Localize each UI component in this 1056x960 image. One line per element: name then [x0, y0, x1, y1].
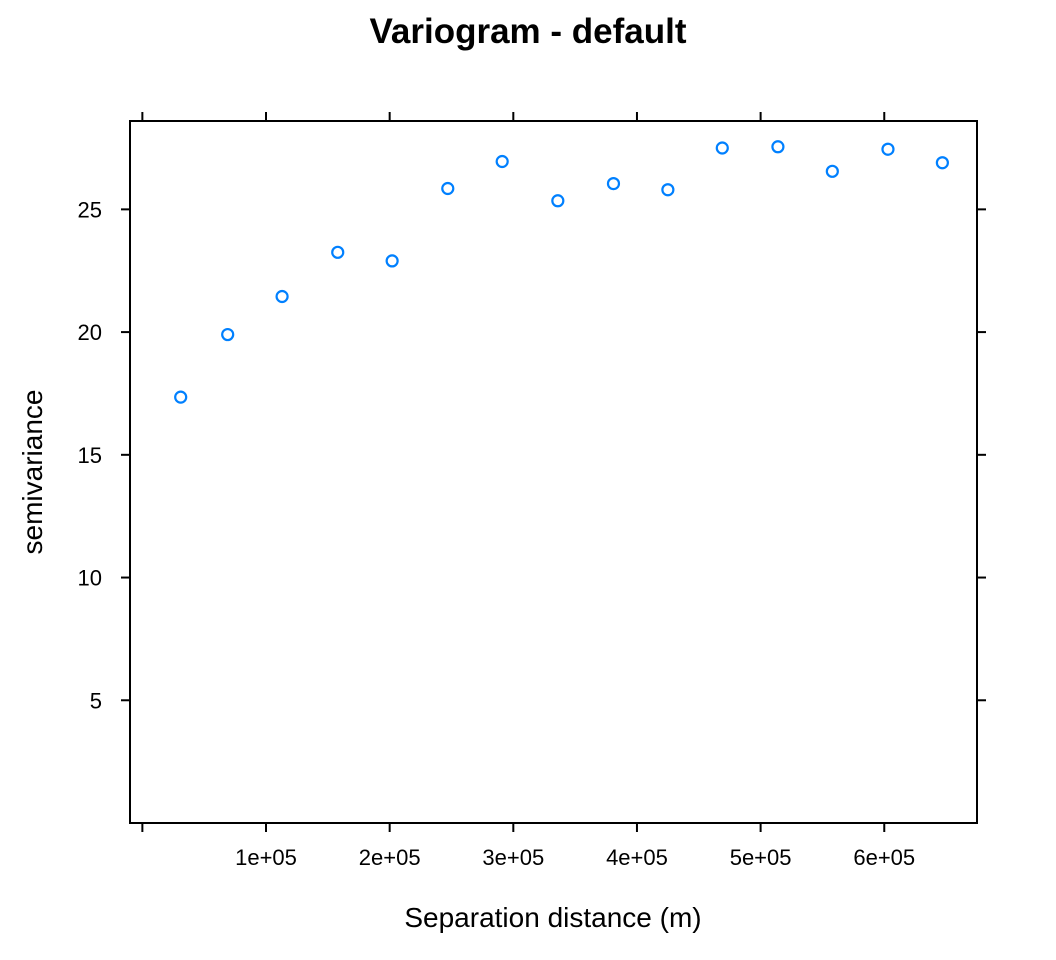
data-point [551, 194, 565, 208]
data-point [606, 176, 621, 191]
y-tick-label: 25 [78, 197, 102, 222]
data-point [441, 181, 455, 196]
y-axis-ticks: 5 10 15 20 25 [78, 197, 986, 713]
data-point [221, 327, 235, 342]
y-tick-label: 10 [78, 566, 102, 591]
data-point [275, 289, 289, 304]
data-point [715, 141, 729, 155]
data-point [661, 183, 675, 197]
x-tick-label: 3e+05 [482, 845, 544, 870]
chart-title: Variogram - default [369, 12, 686, 51]
data-point [331, 245, 345, 259]
x-tick-label: 2e+05 [359, 845, 421, 870]
data-points [174, 140, 949, 404]
plot-frame [129, 120, 978, 824]
data-point [825, 164, 839, 178]
x-axis-label: Separation distance (m) [404, 902, 701, 933]
y-tick-label: 5 [90, 688, 102, 713]
data-point [385, 254, 399, 268]
x-tick-label: 5e+05 [730, 845, 792, 870]
data-point [174, 390, 188, 404]
y-tick-label: 20 [78, 320, 102, 345]
x-tick-label: 1e+05 [235, 845, 297, 870]
data-point [495, 154, 509, 169]
y-axis-label: semivariance [17, 390, 48, 555]
y-tick-label: 15 [78, 443, 102, 468]
data-point [935, 156, 949, 170]
x-tick-label: 4e+05 [606, 845, 668, 870]
data-point [771, 140, 785, 154]
data-point [881, 142, 895, 156]
x-axis-ticks: 1e+05 2e+05 3e+05 4e+05 5e+05 6e+05 [141, 112, 915, 870]
x-tick-label: 6e+05 [853, 845, 915, 870]
